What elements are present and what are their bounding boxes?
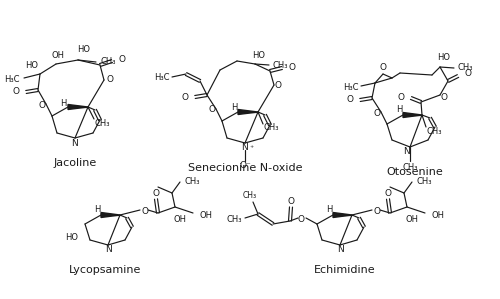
Text: H: H (326, 205, 332, 214)
Text: Jacoline: Jacoline (54, 158, 96, 168)
Text: HO: HO (252, 51, 266, 60)
Text: CH₃: CH₃ (272, 60, 288, 69)
Text: HO: HO (66, 233, 78, 242)
Text: OH: OH (200, 210, 212, 219)
Text: H₃C: H₃C (343, 83, 359, 91)
Text: Echimidine: Echimidine (314, 265, 376, 275)
Text: O: O (182, 92, 188, 101)
Text: Lycopsamine: Lycopsamine (69, 265, 141, 275)
Text: O: O (274, 80, 281, 89)
Text: N: N (336, 245, 344, 254)
Text: CH₃: CH₃ (226, 214, 242, 223)
Text: CH₃: CH₃ (94, 118, 110, 127)
Polygon shape (333, 213, 352, 217)
Text: H: H (396, 106, 402, 115)
Text: O: O (288, 62, 296, 71)
Text: OH: OH (406, 214, 418, 223)
Text: N: N (404, 147, 410, 156)
Text: O: O (152, 188, 160, 198)
Text: CH₃: CH₃ (402, 162, 418, 172)
Text: HO: HO (438, 54, 450, 62)
Text: CH₃: CH₃ (416, 176, 432, 185)
Text: O: O (298, 216, 304, 225)
Text: O: O (346, 95, 354, 104)
Text: OH: OH (432, 210, 444, 219)
Text: N: N (104, 245, 112, 254)
Text: O: O (288, 196, 294, 205)
Text: H: H (94, 205, 100, 214)
Text: O: O (398, 92, 404, 101)
Text: CH₃: CH₃ (457, 63, 473, 72)
Text: N: N (242, 144, 248, 152)
Text: H₃C: H₃C (4, 74, 20, 83)
Polygon shape (403, 112, 422, 118)
Text: Otosenine: Otosenine (386, 167, 444, 177)
Text: O: O (142, 208, 148, 216)
Text: CH₃: CH₃ (243, 190, 257, 199)
Text: O: O (208, 106, 216, 115)
Text: H: H (60, 98, 66, 108)
Text: ⁺: ⁺ (249, 144, 253, 152)
Text: O: O (464, 69, 471, 79)
Text: O: O (118, 54, 126, 63)
Text: CH₃: CH₃ (263, 123, 279, 132)
Text: O: O (38, 100, 46, 109)
Text: O: O (440, 92, 448, 101)
Polygon shape (101, 213, 120, 217)
Text: O: O (384, 188, 392, 198)
Text: Senecionine N-oxide: Senecionine N-oxide (188, 163, 302, 173)
Text: CH₃: CH₃ (426, 126, 442, 135)
Text: H: H (231, 103, 237, 112)
Text: O: O (374, 208, 380, 216)
Text: OH: OH (52, 51, 64, 60)
Text: O: O (12, 88, 20, 97)
Polygon shape (238, 109, 258, 115)
Text: O⁻: O⁻ (239, 161, 251, 170)
Text: H₃C: H₃C (154, 74, 170, 83)
Text: O: O (380, 62, 386, 71)
Text: HO: HO (78, 45, 90, 54)
Text: OH: OH (174, 214, 186, 223)
Text: CH₃: CH₃ (100, 57, 116, 66)
Text: HO: HO (26, 60, 38, 69)
Text: N: N (72, 138, 78, 147)
Text: O: O (106, 76, 114, 85)
Text: O: O (374, 109, 380, 118)
Polygon shape (68, 104, 88, 109)
Text: CH₃: CH₃ (184, 176, 200, 185)
